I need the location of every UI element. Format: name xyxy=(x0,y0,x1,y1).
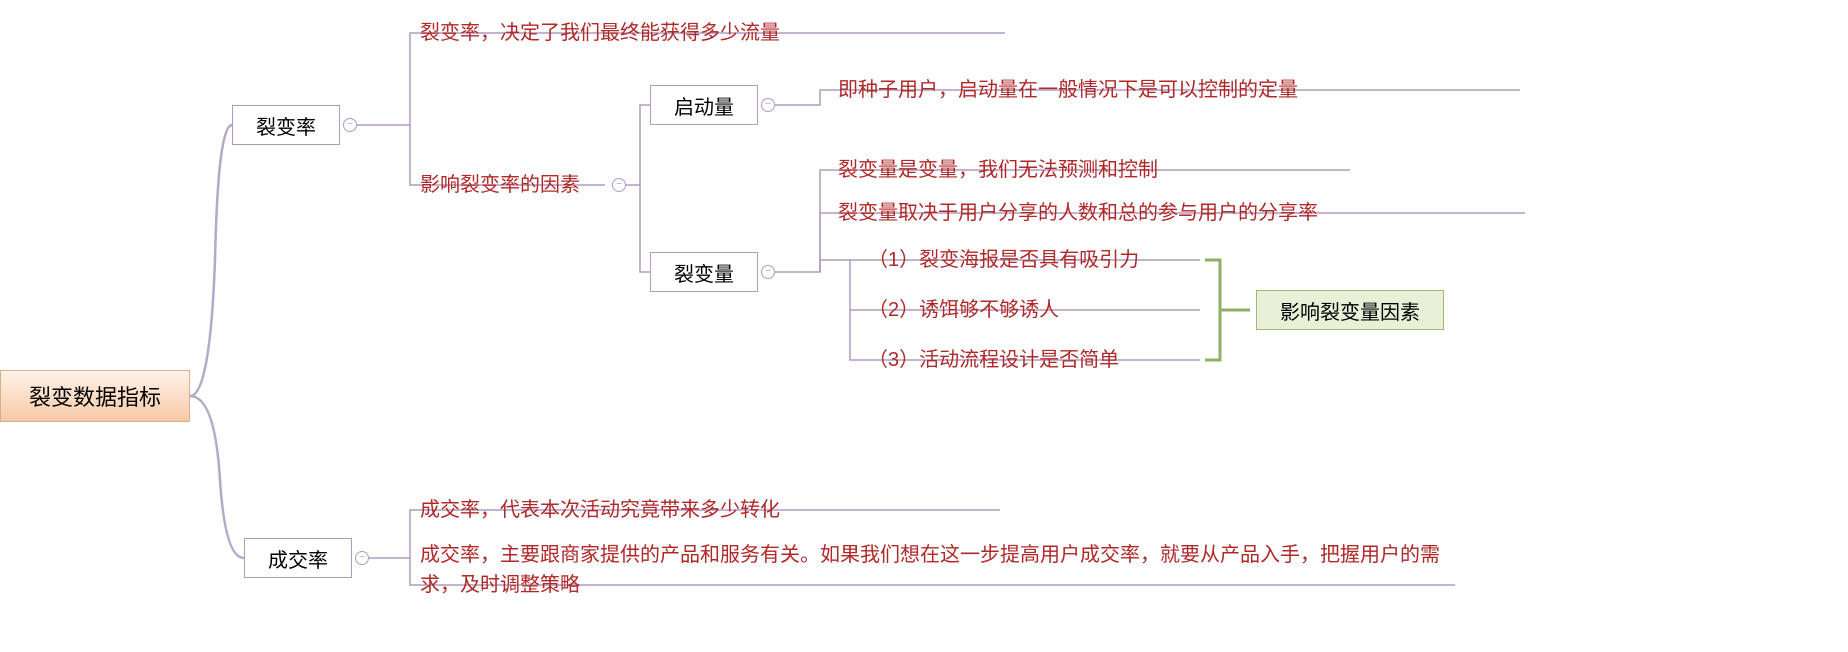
tree-node-label: 成交率 xyxy=(268,544,328,573)
tree-node-n3[interactable]: 启动量 xyxy=(650,85,758,125)
tree-text-t4: 裂变量是变量，我们无法预测和控制 xyxy=(838,155,1438,185)
collapse-toggle-icon[interactable]: − xyxy=(761,265,775,279)
tree-text-t2: 影响裂变率的因素 xyxy=(420,170,640,200)
tree-text-t6: （1）裂变海报是否具有吸引力 xyxy=(868,245,1268,275)
tree-text-t5: 裂变量取决于用户分享的人数和总的参与用户的分享率 xyxy=(838,198,1538,228)
summary-box[interactable]: 影响裂变量因素 xyxy=(1256,290,1444,330)
root-node[interactable]: 裂变数据指标 xyxy=(0,370,190,422)
collapse-toggle-icon[interactable]: − xyxy=(612,178,626,192)
root-label: 裂变数据指标 xyxy=(29,380,161,412)
tree-node-n2[interactable]: 成交率 xyxy=(244,538,352,578)
collapse-toggle-icon[interactable]: − xyxy=(761,98,775,112)
tree-node-n4[interactable]: 裂变量 xyxy=(650,252,758,292)
tree-text-t10: 成交率，主要跟商家提供的产品和服务有关。如果我们想在这一步提高用户成交率，就要从… xyxy=(420,540,1450,600)
summary-label: 影响裂变量因素 xyxy=(1280,296,1420,325)
tree-text-t1: 裂变率，决定了我们最终能获得多少流量 xyxy=(420,18,1020,48)
tree-text-t9: 成交率，代表本次活动究竟带来多少转化 xyxy=(420,495,1020,525)
tree-node-n1[interactable]: 裂变率 xyxy=(232,105,340,145)
tree-text-t3: 即种子用户，启动量在一般情况下是可以控制的定量 xyxy=(838,75,1538,105)
tree-node-label: 裂变率 xyxy=(256,111,316,140)
collapse-toggle-icon[interactable]: − xyxy=(343,118,357,132)
tree-text-t8: （3）活动流程设计是否简单 xyxy=(868,345,1268,375)
tree-node-label: 裂变量 xyxy=(674,258,734,287)
tree-node-label: 启动量 xyxy=(674,91,734,120)
tree-text-t7: （2）诱饵够不够诱人 xyxy=(868,295,1268,325)
collapse-toggle-icon[interactable]: − xyxy=(355,551,369,565)
